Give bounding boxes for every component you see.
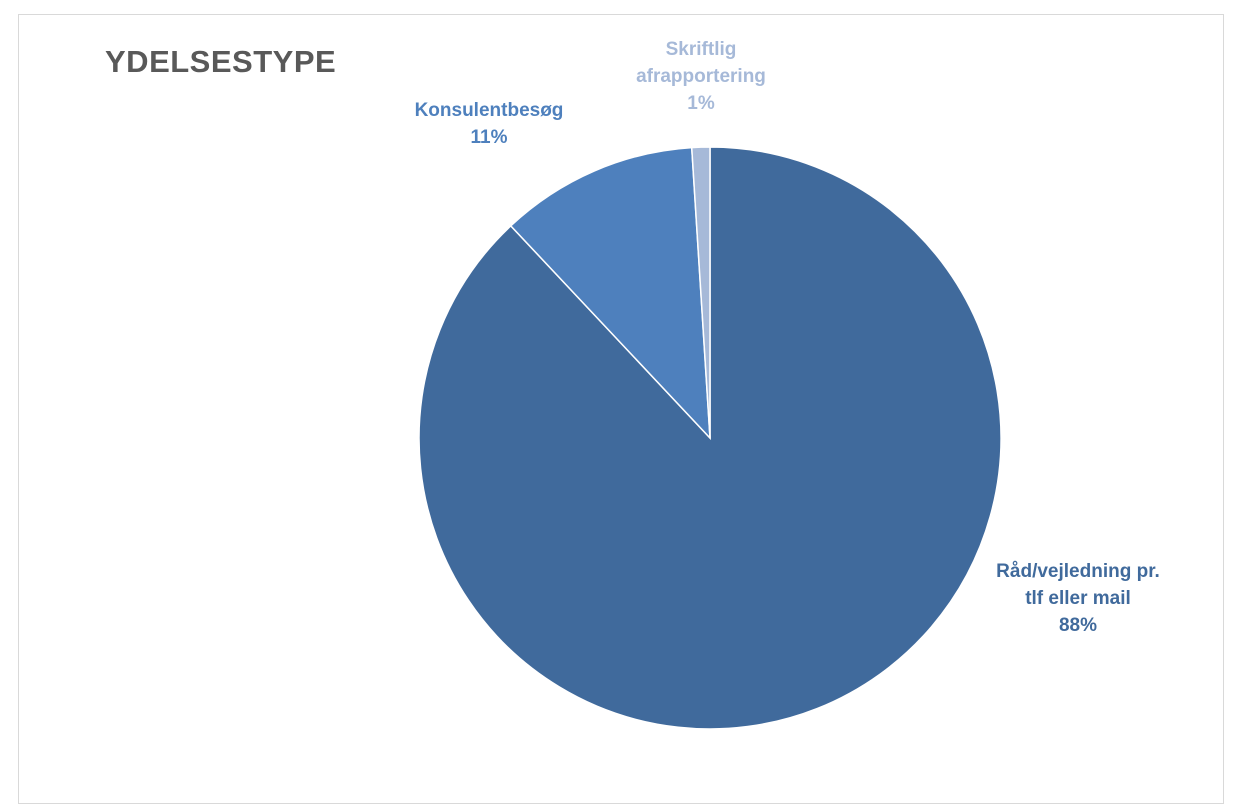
slice-name-label: tlf eller mail (1025, 588, 1131, 609)
chart-title: YDELSESTYPE (105, 44, 337, 79)
slice-value-label: 1% (687, 93, 715, 114)
slice-name-label: Konsulentbesøg (415, 100, 564, 121)
slice-value-label: 88% (1059, 615, 1097, 636)
slice-name-label: afrapportering (636, 66, 766, 87)
slice-name-label: Skriftlig (666, 39, 737, 60)
slice-label-1: Råd/vejledning pr. tlf eller mail 88% (996, 561, 1160, 636)
pie-slice-2 (509, 146, 711, 441)
slice-name-label: Råd/vejledning pr. (996, 561, 1160, 582)
slice-labels: Råd/vejledning pr. tlf eller mail 88% Konsu… (415, 39, 1160, 636)
pie-slice-3 (690, 146, 711, 439)
slice-value-label: 11% (471, 127, 508, 148)
slice-label-3: Skriftlig afrapportering 1% (636, 39, 766, 114)
slice-label-2: Konsulentbesøg 11% (415, 100, 564, 148)
pie-slices (418, 146, 1002, 730)
